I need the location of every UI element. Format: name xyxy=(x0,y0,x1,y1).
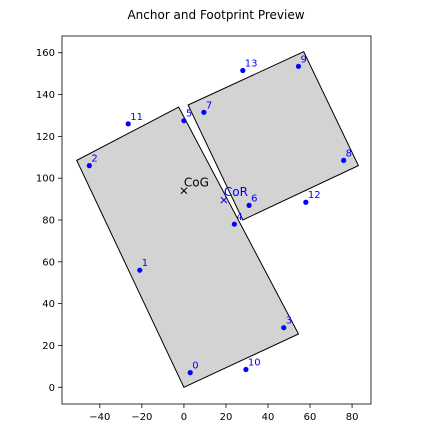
x-tick-label-2: 0 xyxy=(181,412,187,423)
anchor-point-11 xyxy=(125,121,131,127)
anchor-point-2 xyxy=(86,163,92,169)
x-tick-label-3: 20 xyxy=(220,412,233,423)
anchor-point-0 xyxy=(187,370,193,376)
anchor-point-12 xyxy=(303,199,309,205)
cog-label: CoG xyxy=(184,176,209,190)
anchor-point-8 xyxy=(341,157,347,164)
anchor-point-5 xyxy=(181,118,187,124)
x-tick-label-0: −40 xyxy=(89,412,110,423)
y-tick-label-0: 0 xyxy=(49,383,55,394)
anchor-point-label-2: 2 xyxy=(91,154,97,165)
y-tick-label-2: 40 xyxy=(42,299,55,310)
anchor-point-6 xyxy=(246,202,252,208)
anchor-point-label-1: 1 xyxy=(142,258,148,269)
x-tick-label-1: −20 xyxy=(131,412,152,423)
y-tick-label-7: 140 xyxy=(36,90,55,101)
anchor-point-9 xyxy=(295,63,302,69)
y-tick-label-6: 120 xyxy=(36,132,55,143)
cog-marker xyxy=(180,187,188,195)
y-tick-label-8: 160 xyxy=(36,48,55,59)
anchor-point-label-3: 3 xyxy=(286,316,292,327)
anchor-point-label-5: 5 xyxy=(186,109,192,120)
anchor-point-label-10: 10 xyxy=(248,358,261,369)
anchor-point-4 xyxy=(231,221,237,227)
y-tick-label-1: 20 xyxy=(42,341,55,352)
anchor-point-label-13: 13 xyxy=(245,59,258,70)
x-tick-label-5: 60 xyxy=(304,412,317,423)
anchor-point-label-0: 0 xyxy=(192,361,198,372)
cor-label: CoR xyxy=(224,185,248,199)
cor-marker xyxy=(220,196,228,204)
anchor-point-3 xyxy=(281,325,287,331)
y-tick-label-3: 60 xyxy=(42,257,55,268)
anchor-point-7 xyxy=(201,109,207,115)
x-tick-label-4: 40 xyxy=(262,412,275,423)
anchor-point-label-11: 11 xyxy=(130,112,143,123)
chart-title: Anchor and Footprint Preview xyxy=(127,8,304,22)
anchor-point-1 xyxy=(137,267,143,273)
y-tick-label-4: 80 xyxy=(42,216,55,227)
footprint-polygon-1 xyxy=(187,51,360,221)
anchor-point-label-12: 12 xyxy=(308,190,321,201)
x-tick-label-6: 80 xyxy=(346,412,359,423)
anchor-point-label-9: 9 xyxy=(300,54,306,65)
footprint-polygon-0 xyxy=(76,106,300,388)
anchor-point-label-7: 7 xyxy=(206,100,212,111)
anchor-point-13 xyxy=(240,67,246,74)
anchor-point-label-8: 8 xyxy=(346,148,352,159)
y-tick-label-5: 100 xyxy=(36,174,55,185)
anchor-point-label-4: 4 xyxy=(236,212,242,223)
anchor-point-10 xyxy=(243,366,249,373)
anchor-point-label-6: 6 xyxy=(251,193,257,204)
